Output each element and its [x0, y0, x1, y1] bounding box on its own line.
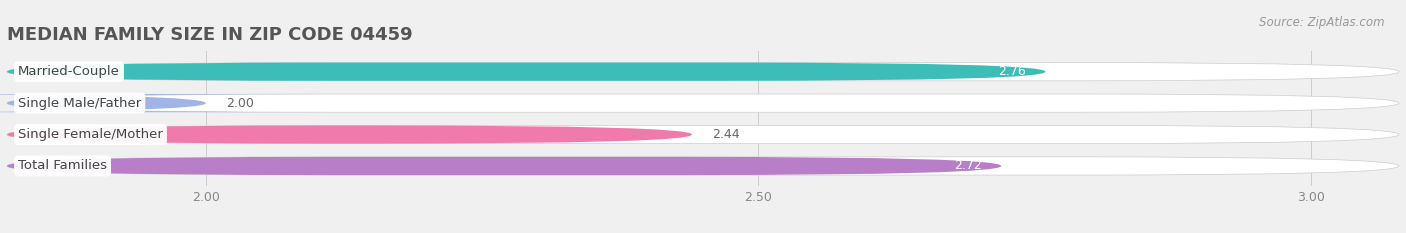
- Text: Total Families: Total Families: [18, 159, 107, 172]
- Text: Married-Couple: Married-Couple: [18, 65, 120, 78]
- Text: 2.00: 2.00: [226, 97, 253, 110]
- FancyBboxPatch shape: [7, 157, 1399, 175]
- FancyBboxPatch shape: [7, 125, 692, 144]
- FancyBboxPatch shape: [7, 63, 1399, 81]
- FancyBboxPatch shape: [7, 157, 1001, 175]
- Text: Source: ZipAtlas.com: Source: ZipAtlas.com: [1260, 16, 1385, 29]
- FancyBboxPatch shape: [0, 94, 328, 112]
- Text: Single Male/Father: Single Male/Father: [18, 97, 142, 110]
- Text: Single Female/Mother: Single Female/Mother: [18, 128, 163, 141]
- Text: 2.76: 2.76: [998, 65, 1025, 78]
- FancyBboxPatch shape: [7, 63, 1046, 81]
- Text: 2.72: 2.72: [953, 159, 981, 172]
- Text: 2.44: 2.44: [711, 128, 740, 141]
- FancyBboxPatch shape: [7, 125, 1399, 144]
- Text: MEDIAN FAMILY SIZE IN ZIP CODE 04459: MEDIAN FAMILY SIZE IN ZIP CODE 04459: [7, 26, 412, 44]
- FancyBboxPatch shape: [7, 94, 1399, 112]
